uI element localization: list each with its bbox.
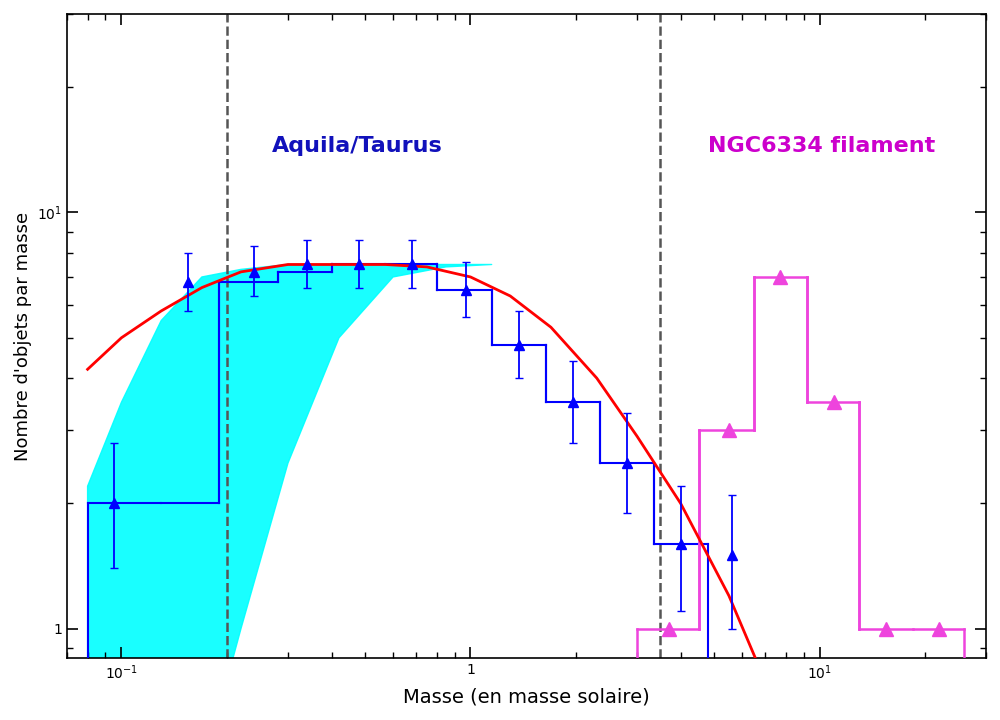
Text: Aquila/Taurus: Aquila/Taurus — [272, 135, 443, 156]
Y-axis label: Nombre d'objets par masse: Nombre d'objets par masse — [14, 212, 32, 461]
X-axis label: Masse (en masse solaire): Masse (en masse solaire) — [403, 687, 650, 706]
Text: NGC6334 filament: NGC6334 filament — [708, 135, 936, 156]
